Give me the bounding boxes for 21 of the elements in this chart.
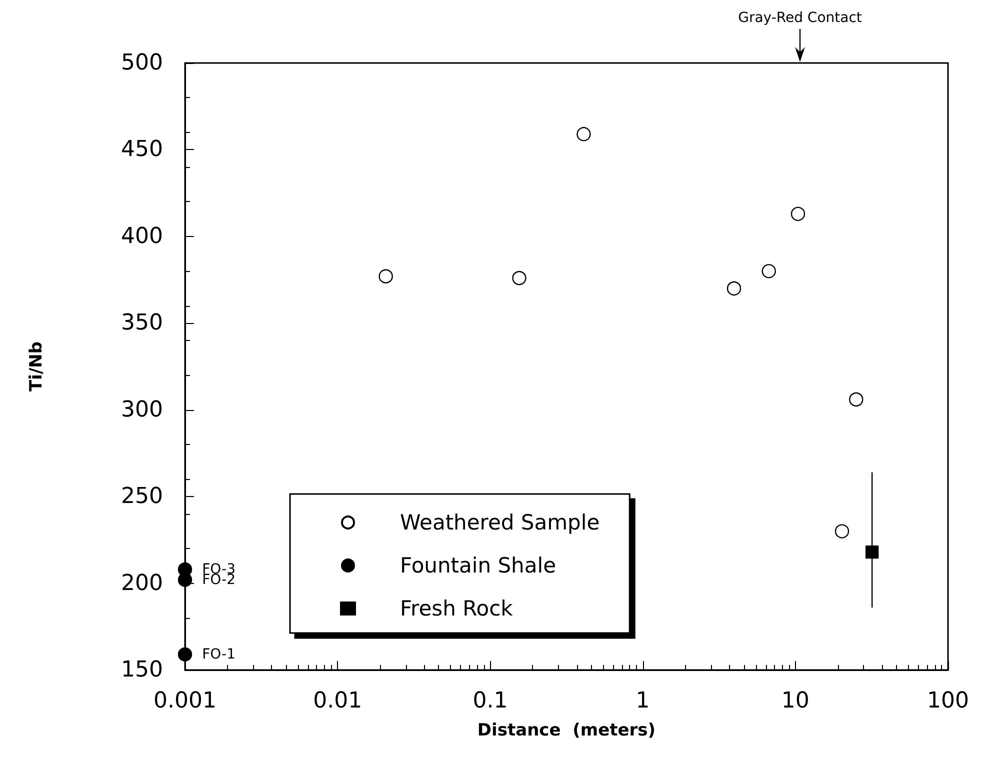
y-axis-title: Ti/Nb xyxy=(26,341,46,392)
x-tick-label: 1 xyxy=(636,688,650,714)
y-tick-label: 200 xyxy=(121,570,163,596)
x-axis-title: Distance (meters) xyxy=(477,720,656,740)
y-tick-label: 300 xyxy=(121,397,163,422)
legend-label: Fresh Rock xyxy=(400,596,514,620)
x-tick-label: 0.01 xyxy=(313,688,362,714)
legend-label: Fountain Shale xyxy=(400,554,556,578)
y-tick-label: 150 xyxy=(121,658,163,682)
y-tick-label: 450 xyxy=(121,137,163,162)
x-tick-label: 0.1 xyxy=(472,688,508,714)
text: Gray-Red Contact xyxy=(738,10,862,26)
x-tick-label: 100 xyxy=(927,688,969,714)
y-tick-label: 500 xyxy=(121,50,163,76)
x-tick-label: 0.001 xyxy=(154,688,216,714)
x-tick-label: 10 xyxy=(781,688,810,714)
y-tick-label: 250 xyxy=(121,484,163,510)
legend-label: Weathered Sample xyxy=(400,510,600,534)
y-tick-label: 400 xyxy=(121,224,163,249)
y-tick-label: 350 xyxy=(121,310,163,336)
data-label: FO-1 xyxy=(202,646,236,662)
